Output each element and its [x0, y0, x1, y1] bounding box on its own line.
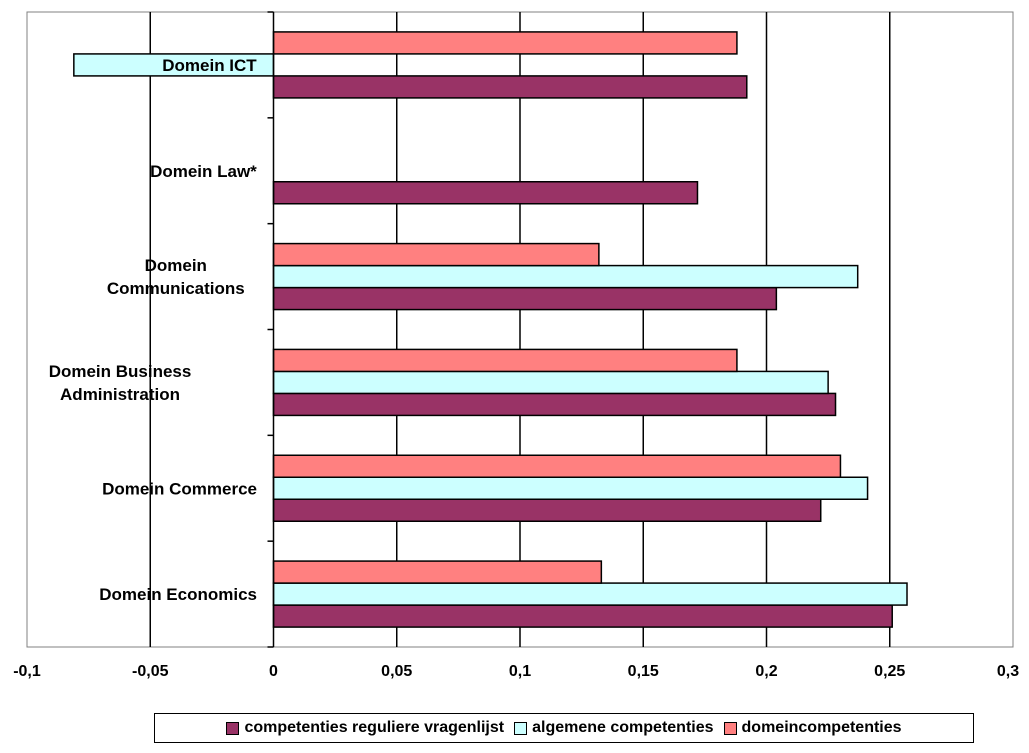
x-tick-label: 0,2	[755, 663, 777, 680]
x-tick-label: 0,1	[509, 663, 531, 680]
bar	[272, 454, 842, 478]
legend-label: domeincompetenties	[741, 719, 902, 736]
x-tick-label: -0,05	[132, 663, 169, 680]
x-tick-label: 0,25	[874, 663, 905, 680]
bar	[272, 370, 829, 395]
bar	[272, 75, 748, 99]
legend-swatch	[723, 721, 737, 735]
legend-swatch	[514, 721, 528, 735]
bar	[272, 604, 893, 628]
bar	[272, 286, 778, 311]
category-label: Domein Economics	[99, 585, 257, 604]
category-label: Domein Law*	[150, 162, 257, 181]
legend: competenties reguliere vragenlijst algeme…	[154, 713, 974, 743]
x-tick-label: 0,15	[628, 663, 659, 680]
legend-label: competenties reguliere vragenlijst	[244, 719, 505, 736]
bar	[272, 348, 738, 373]
legend-item: competenties reguliere vragenlijst	[226, 719, 504, 737]
category-label: Domein ICT	[162, 56, 257, 75]
x-tick-label: 0,3	[997, 663, 1019, 680]
category-label: Domein Business Administration	[49, 362, 192, 404]
bar	[272, 242, 600, 267]
bar	[272, 181, 699, 205]
bar	[272, 582, 908, 606]
x-tick-label: -0,1	[13, 663, 41, 680]
bar	[272, 264, 859, 289]
bars	[73, 31, 908, 628]
bar	[272, 498, 822, 522]
bar	[272, 31, 738, 55]
legend-item: algemene competenties	[514, 719, 714, 737]
x-tick-label: 0	[269, 663, 278, 680]
bar	[272, 392, 837, 417]
bar	[272, 560, 603, 584]
legend-item: domeincompetenties	[723, 719, 902, 737]
category-labels: Domein Economics Domein Commerce Domein Bu…	[49, 56, 258, 604]
gridlines	[149, 12, 891, 647]
legend-swatch	[226, 721, 240, 735]
axis	[267, 11, 275, 648]
category-label: Domein Communications	[107, 256, 245, 298]
bar	[272, 476, 869, 500]
tick-labels: -0,1 -0,05 0 0,05 0,1 0,15 0,2 0,25 0,3	[13, 663, 1019, 680]
category-label: Domein Commerce	[102, 479, 257, 498]
legend-label: algemene competenties	[532, 719, 714, 736]
x-tick-label: 0,05	[381, 663, 412, 680]
